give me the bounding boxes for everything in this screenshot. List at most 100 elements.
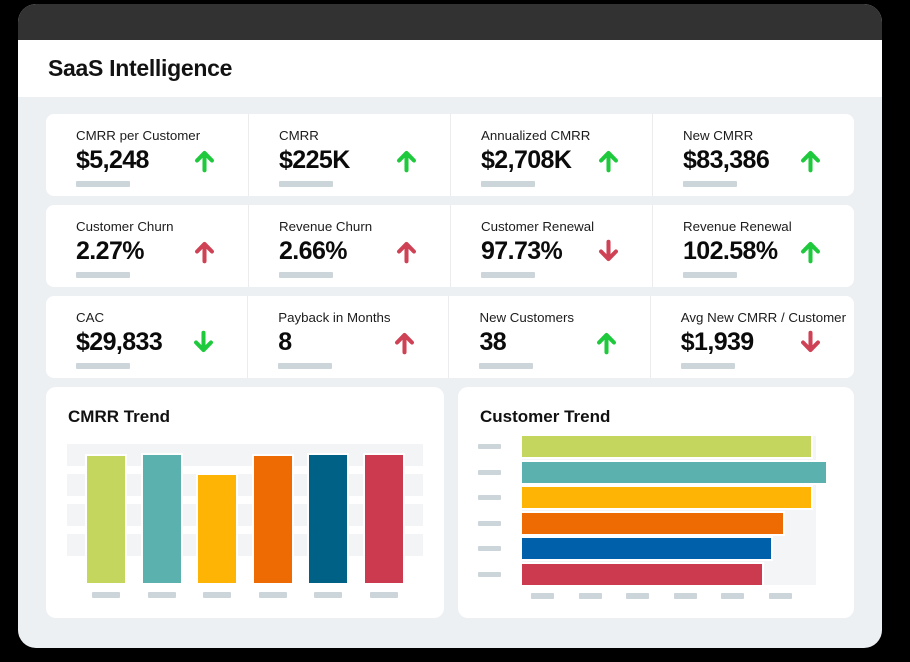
kpi-row-1: CMRR per Customer $5,248 CMRR $225K Annu… xyxy=(46,114,854,196)
kpi-card[interactable]: Avg New CMRR / Customer $1,939 xyxy=(649,296,854,378)
gridline-bands xyxy=(67,444,423,556)
kpi-row-2: Customer Churn 2.27% Revenue Churn 2.66%… xyxy=(46,205,854,287)
kpi-card[interactable]: Annualized CMRR $2,708K xyxy=(450,114,652,196)
plot-background xyxy=(522,436,816,585)
x-axis-label-placeholder xyxy=(314,592,343,598)
bar[interactable] xyxy=(522,564,762,585)
kpi-sparkline-placeholder xyxy=(680,363,735,369)
x-axis-tick-placeholder xyxy=(673,593,697,599)
kpi-sparkline-placeholder xyxy=(279,181,333,187)
x-axis-tick-placeholder xyxy=(768,593,792,599)
trend-up-icon xyxy=(599,150,618,172)
trend-down-icon xyxy=(599,239,618,261)
chart-title: CMRR Trend xyxy=(68,407,170,426)
kpi-label: Revenue Churn xyxy=(279,219,373,234)
kpi-label: Revenue Renewal xyxy=(683,219,792,234)
kpi-sparkline-placeholder xyxy=(683,272,737,278)
kpi-card[interactable]: CMRR per Customer $5,248 xyxy=(46,114,248,196)
kpi-value: $2,708K xyxy=(481,145,572,174)
bar[interactable] xyxy=(522,487,811,508)
kpi-card[interactable]: Revenue Renewal 102.58% xyxy=(652,205,854,287)
y-axis-label-placeholder xyxy=(478,470,501,475)
kpi-card[interactable]: CMRR $225K xyxy=(248,114,450,196)
y-axis-label-placeholder xyxy=(478,572,501,577)
kpi-label: CMRR per Customer xyxy=(76,128,201,143)
bar[interactable] xyxy=(522,436,811,457)
x-axis-tick-placeholders xyxy=(531,593,792,599)
y-axis-label-placeholder xyxy=(478,521,501,526)
trend-up-icon xyxy=(596,332,616,354)
x-axis-tick-placeholder xyxy=(578,593,602,599)
kpi-label: Avg New CMRR / Customer xyxy=(680,310,846,325)
bar[interactable] xyxy=(198,475,237,583)
kpi-sparkline-placeholder xyxy=(278,363,333,369)
kpi-card[interactable]: New CMRR $83,386 xyxy=(652,114,854,196)
charts-row: CMRR Trend Customer Trend xyxy=(46,387,854,618)
x-axis-label-placeholder xyxy=(147,592,176,598)
kpi-sparkline-placeholder xyxy=(683,181,737,187)
x-axis-tick-placeholder xyxy=(531,593,554,599)
app-window: SaaS Intelligence CMRR per Customer $5,2… xyxy=(18,4,882,648)
kpi-value: 2.27% xyxy=(76,236,144,265)
kpi-sparkline-placeholder xyxy=(76,272,130,278)
trend-up-icon xyxy=(397,241,416,263)
kpi-card[interactable]: Revenue Churn 2.66% xyxy=(248,205,450,287)
kpi-label: New CMRR xyxy=(683,128,754,143)
y-axis-label-placeholder xyxy=(478,444,501,449)
kpi-value: 38 xyxy=(479,327,507,356)
kpi-label: Customer Renewal xyxy=(481,219,595,234)
kpi-card[interactable]: Customer Churn 2.27% xyxy=(46,205,248,287)
chart-card-cmrr-trend[interactable]: CMRR Trend xyxy=(46,387,444,618)
page-title: SaaS Intelligence xyxy=(48,55,233,81)
x-axis-label-placeholder xyxy=(203,592,232,598)
kpi-sparkline-placeholder xyxy=(479,363,534,369)
bar[interactable] xyxy=(364,455,403,583)
kpi-value: $1,939 xyxy=(680,327,754,356)
cmrr-trend-plot xyxy=(67,444,423,598)
kpi-value: $29,833 xyxy=(76,327,163,356)
kpi-label: Annualized CMRR xyxy=(481,128,591,143)
x-axis-tick-placeholder xyxy=(626,593,649,599)
trend-down-icon xyxy=(194,330,214,352)
kpi-sparkline-placeholder xyxy=(279,272,333,278)
x-axis-label-placeholder xyxy=(92,592,120,598)
y-axis-label-placeholder xyxy=(478,546,501,551)
app-header: SaaS Intelligence xyxy=(18,40,882,97)
kpi-value: 8 xyxy=(278,327,292,356)
bar[interactable] xyxy=(142,455,181,583)
dashboard-body: CMRR per Customer $5,248 CMRR $225K Annu… xyxy=(18,97,882,648)
trend-up-icon xyxy=(801,241,820,263)
kpi-label: Customer Churn xyxy=(76,219,174,234)
trend-up-icon xyxy=(195,241,214,263)
kpi-card[interactable]: New Customers 38 xyxy=(448,296,649,378)
kpi-card[interactable]: Customer Renewal 97.73% xyxy=(450,205,652,287)
kpi-sparkline-placeholder xyxy=(76,363,130,369)
kpi-sparkline-placeholder xyxy=(481,181,535,187)
kpi-card[interactable]: CAC $29,833 xyxy=(46,296,247,378)
kpi-label: Payback in Months xyxy=(278,310,391,325)
kpi-value: 102.58% xyxy=(683,236,778,265)
kpi-grid: CMRR per Customer $5,248 CMRR $225K Annu… xyxy=(46,114,854,378)
kpi-value: $83,386 xyxy=(683,145,770,174)
bar[interactable] xyxy=(87,456,125,583)
x-axis-label-placeholder xyxy=(258,592,287,598)
kpi-sparkline-placeholder xyxy=(76,181,130,187)
trend-up-icon xyxy=(395,332,415,354)
kpi-sparkline-placeholder xyxy=(481,272,535,278)
window-titlebar xyxy=(18,4,882,40)
trend-down-icon xyxy=(801,330,820,352)
x-axis-label-placeholder xyxy=(369,592,398,598)
kpi-card[interactable]: Payback in Months 8 xyxy=(247,296,448,378)
bar[interactable] xyxy=(522,538,771,559)
kpi-value: $225K xyxy=(279,145,350,174)
kpi-label: CMRR xyxy=(279,128,319,143)
bar[interactable] xyxy=(309,455,348,583)
trend-up-icon xyxy=(801,150,820,172)
kpi-label: New Customers xyxy=(479,310,575,325)
bar[interactable] xyxy=(522,462,826,483)
chart-card-customer-trend[interactable]: Customer Trend xyxy=(458,387,854,618)
bar[interactable] xyxy=(522,513,783,534)
kpi-value: 97.73% xyxy=(481,236,563,265)
trend-up-icon xyxy=(397,150,416,172)
bar[interactable] xyxy=(253,456,292,583)
